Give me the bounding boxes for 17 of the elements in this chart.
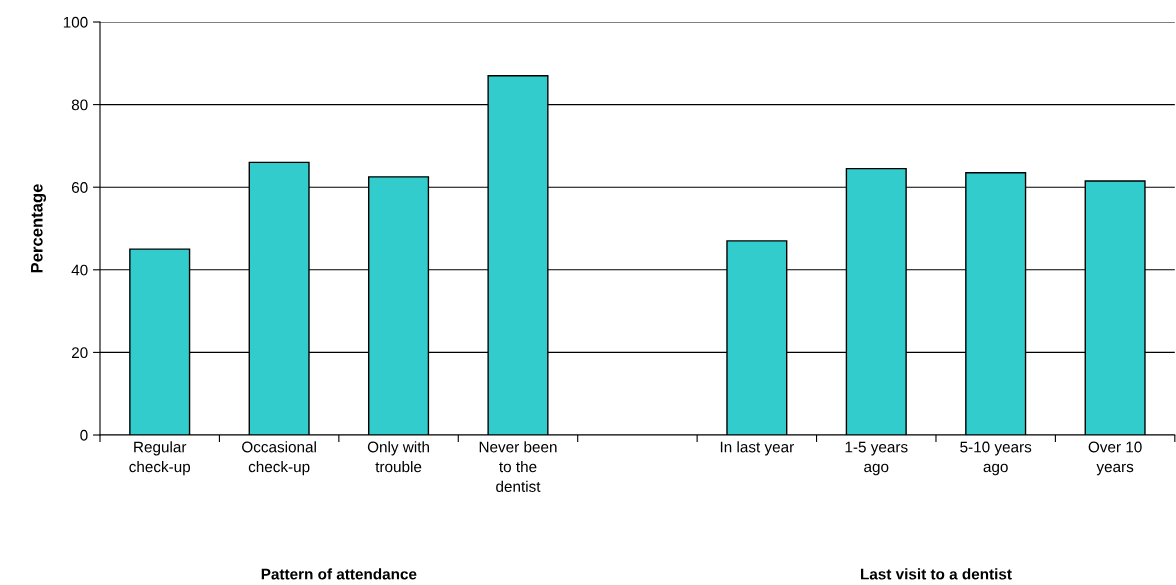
x-tick-label: Only with trouble — [367, 441, 429, 473]
text: Pattern of attendance — [261, 568, 417, 580]
x-tick-label: Regular check-up — [129, 441, 191, 476]
y-tick-label: 40 — [71, 264, 88, 276]
x-tick-label: Over 10 years — [1088, 441, 1142, 476]
text: Last visit to a dentist — [861, 568, 1012, 580]
y-tick-label: 20 — [71, 347, 88, 359]
x-tick-label: 5-10 years ago — [960, 441, 1032, 476]
x-tick-label: Occasional check-up — [242, 441, 316, 476]
y-tick-label: 100 — [63, 16, 88, 28]
y-axis-title: Percentage — [31, 184, 47, 273]
y-tick-label: 60 — [71, 182, 88, 193]
y-tick-label: 80 — [71, 99, 88, 111]
x-tick-label: 1-5 years ago — [845, 441, 908, 476]
x-tick-label: In last year — [720, 441, 794, 456]
y-tick-label: 0 — [80, 429, 88, 441]
x-tick-label: Never been to the dentist — [479, 441, 557, 492]
